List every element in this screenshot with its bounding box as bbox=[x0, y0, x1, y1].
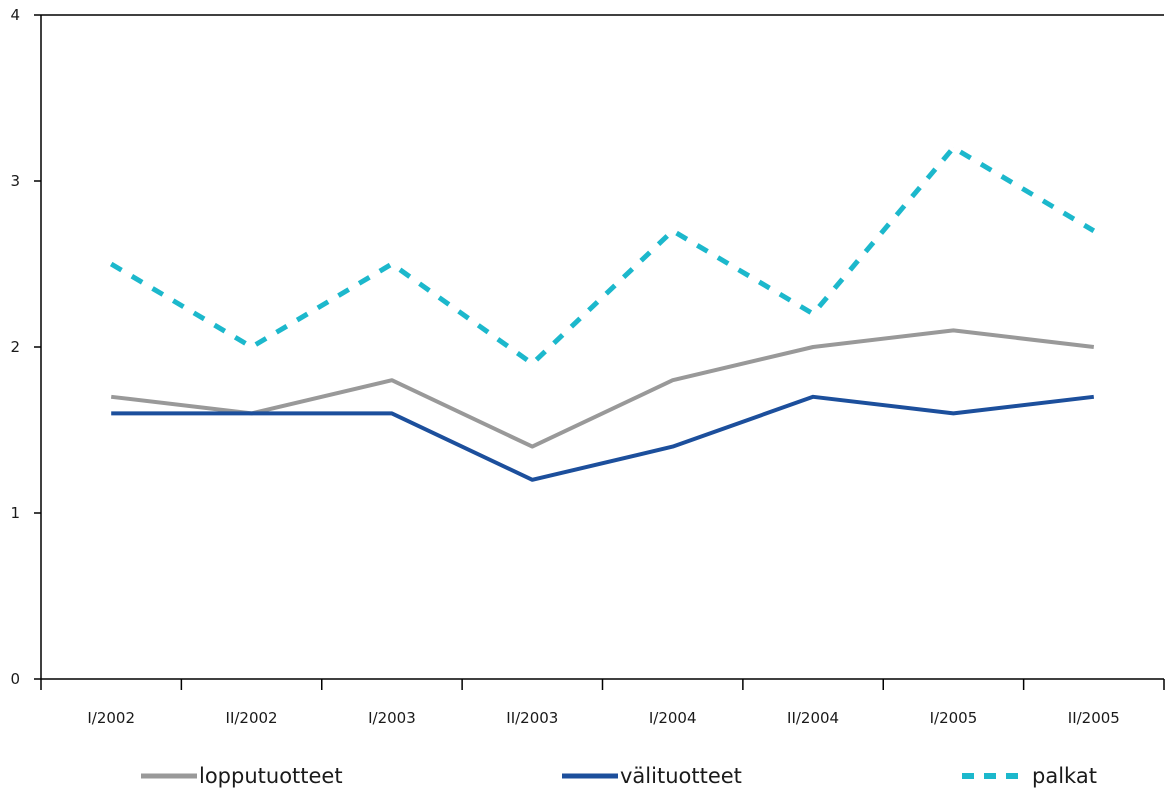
x-tick-label: II/2003 bbox=[506, 709, 558, 727]
x-tick-label: I/2003 bbox=[368, 709, 416, 727]
x-tick-label: II/2004 bbox=[787, 709, 839, 727]
legend-item-valituotteet: välituotteet bbox=[562, 756, 742, 796]
legend-swatch-lopputuotteet bbox=[141, 773, 197, 779]
axes bbox=[34, 14, 1165, 690]
x-tick-label: II/2002 bbox=[226, 709, 278, 727]
series-line-vlituotteet bbox=[111, 394, 1095, 482]
legend-label: palkat bbox=[1032, 764, 1097, 788]
series-line-lopputuotteet bbox=[110, 328, 1095, 449]
x-tick-label: I/2005 bbox=[930, 709, 978, 727]
y-tick-label: 1 bbox=[10, 504, 20, 522]
legend-label: välituotteet bbox=[620, 764, 742, 788]
legend: lopputuotteet välituotteet palkat bbox=[0, 756, 1168, 796]
legend-swatch-palkat bbox=[962, 773, 1018, 779]
y-tick-label: 4 bbox=[10, 6, 20, 24]
x-tick-label: I/2004 bbox=[649, 709, 697, 727]
legend-label: lopputuotteet bbox=[199, 764, 343, 788]
series-line-palkat bbox=[109, 145, 1096, 367]
tick-labels: 0 1 2 3 4 I/2002 II/2002 I/2003 II/2003 I/2004 II/… bbox=[10, 6, 1119, 727]
series-lines bbox=[109, 145, 1096, 482]
line-chart: 0 1 2 3 4 I/2002 II/2002 I/2003 II/2003 I/2004 II/… bbox=[10, 6, 1165, 727]
x-tick-label: II/2005 bbox=[1068, 709, 1120, 727]
legend-item-palkat: palkat bbox=[962, 756, 1097, 796]
y-tick-label: 2 bbox=[10, 338, 20, 356]
y-tick-label: 0 bbox=[10, 670, 20, 688]
x-tick-label: I/2002 bbox=[87, 709, 135, 727]
legend-item-lopputuotteet: lopputuotteet bbox=[141, 756, 343, 796]
y-tick-label: 3 bbox=[10, 172, 20, 190]
legend-swatch-valituotteet bbox=[562, 773, 618, 779]
